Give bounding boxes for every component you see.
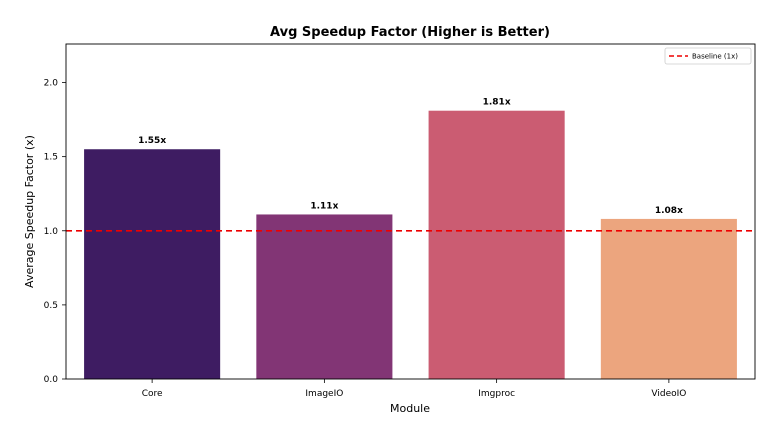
legend-box <box>664 47 752 65</box>
bar-videoio <box>600 218 737 379</box>
chart-title: Avg Speedup Factor (Higher is Better) <box>270 25 550 40</box>
data-label-videoio: 1.08x <box>655 206 683 216</box>
y-tick-label: 1.0 <box>44 227 59 237</box>
x-tick-label-core: Core <box>142 389 163 399</box>
bar-imgproc <box>428 110 565 379</box>
y-tick-label: 1.5 <box>44 153 58 163</box>
y-tick-label: 2.0 <box>44 79 59 89</box>
data-labels-layer: 1.55x 1.11x 1.81x 1.08x <box>138 98 683 216</box>
plot-frame <box>65 43 756 380</box>
bars-layer <box>84 110 737 379</box>
bar-imageio <box>256 214 393 379</box>
x-ticks-layer: Core ImageIO Imgproc VideoIO <box>142 379 686 399</box>
y-tick-label: 0.0 <box>44 375 59 385</box>
y-axis-label: Average Speedup Factor (x) <box>23 135 36 288</box>
data-label-core: 1.55x <box>138 136 166 146</box>
y-ticks-layer: 0.0 0.5 1.0 1.5 2.0 <box>44 79 66 385</box>
legend-label: Baseline (1x) <box>692 53 738 61</box>
x-tick-label-imgproc: Imgproc <box>478 389 515 399</box>
y-tick-label: 0.5 <box>44 301 58 311</box>
x-axis-label: Module <box>390 402 430 415</box>
bar-core <box>84 149 221 379</box>
x-tick-label-videoio: VideoIO <box>651 389 686 399</box>
legend: Baseline (1x) <box>664 47 752 65</box>
data-label-imageio: 1.11x <box>310 201 338 211</box>
x-tick-label-imageio: ImageIO <box>305 389 343 399</box>
data-label-imgproc: 1.81x <box>483 98 511 108</box>
